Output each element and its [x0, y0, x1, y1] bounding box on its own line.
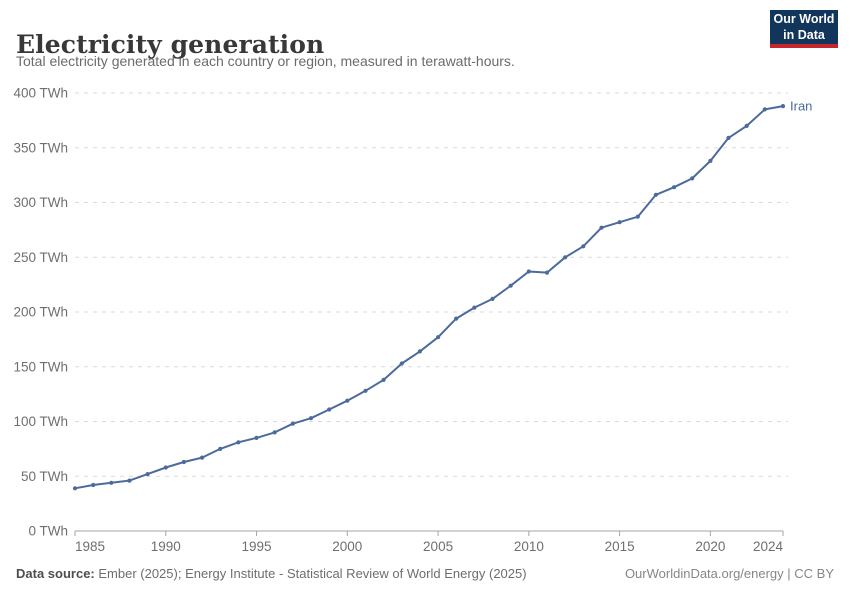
data-point [472, 305, 477, 310]
data-point [272, 430, 277, 435]
data-point [744, 123, 749, 128]
data-point [672, 185, 677, 190]
data-point [544, 270, 550, 275]
y-tick-label: 400 TWh [13, 86, 68, 101]
credit-link[interactable]: OurWorldinData.org/energy | CC BY [624, 566, 834, 581]
x-tick-label: 2000 [332, 539, 362, 554]
data-source: Data source: Ember (2025); Energy Instit… [16, 566, 527, 581]
chart-title: Electricity generation [16, 29, 325, 59]
data-point [91, 482, 96, 488]
data-point [290, 421, 295, 426]
data-point [345, 398, 350, 403]
data-point [436, 335, 441, 340]
chart-footer: Data source: Ember (2025); Energy Instit… [16, 566, 834, 581]
x-tick-label: 2015 [605, 539, 635, 554]
data-point [780, 104, 786, 109]
data-point [399, 361, 404, 366]
data-point [72, 486, 78, 491]
data-point [236, 440, 241, 445]
series-end-label: Iran [790, 99, 812, 114]
y-tick-label: 200 TWh [13, 305, 68, 320]
data-point [254, 435, 259, 440]
data-point [381, 377, 386, 382]
data-point [635, 214, 640, 219]
x-tick-label: 1985 [75, 539, 105, 554]
y-tick-label: 100 TWh [13, 414, 68, 429]
data-point [708, 158, 713, 163]
data-point [454, 316, 459, 321]
data-point [218, 446, 223, 451]
data-point [163, 465, 168, 470]
data-point [417, 349, 422, 354]
data-point [726, 135, 731, 140]
x-tick-label: 2024 [753, 539, 784, 554]
data-point [526, 269, 531, 274]
y-tick-label: 150 TWh [13, 359, 68, 374]
y-tick-label: 0 TWh [28, 524, 68, 539]
x-tick-label: 2005 [423, 539, 453, 554]
x-tick-label: 2020 [695, 539, 725, 554]
x-tick-label: 2010 [514, 539, 544, 554]
data-point [581, 244, 586, 249]
data-point [145, 472, 150, 477]
data-point [363, 388, 368, 393]
y-tick-label: 50 TWh [21, 469, 68, 484]
owid-logo-line2: in Data [783, 28, 825, 42]
data-point [563, 255, 568, 260]
data-source-label: Data source: [16, 566, 95, 581]
data-point [490, 296, 495, 301]
y-tick-label: 350 TWh [13, 140, 68, 155]
data-point [508, 283, 513, 288]
chart-subtitle: Total electricity generated in each coun… [16, 53, 515, 69]
data-source-text: Ember (2025); Energy Institute - Statist… [94, 566, 527, 581]
series-line-iran [74, 105, 784, 490]
line-chart: 0 TWh 50 TWh 100 TWh 150 TWh 200 TWh 250 TWh 3… [0, 78, 850, 560]
data-point [617, 220, 622, 225]
x-tick-label: 1990 [151, 539, 181, 554]
y-tick-label: 300 TWh [13, 195, 68, 210]
x-tick-label: 1995 [242, 539, 272, 554]
data-point [327, 407, 332, 412]
y-tick-label: 250 TWh [13, 250, 68, 265]
data-point [127, 478, 132, 483]
chart-canvas[interactable]: 0 TWh 50 TWh 100 TWh 150 TWh 200 TWh 250 TWh 3… [0, 78, 850, 560]
data-point [109, 480, 114, 485]
data-point [762, 107, 767, 112]
data-point [690, 176, 695, 181]
data-point [200, 455, 205, 460]
owid-logo[interactable]: Our World in Data [770, 10, 838, 48]
data-point [308, 416, 314, 421]
data-point [653, 192, 659, 197]
data-point [181, 459, 186, 465]
owid-logo-line1: Our World [773, 12, 835, 26]
data-point [599, 225, 604, 230]
